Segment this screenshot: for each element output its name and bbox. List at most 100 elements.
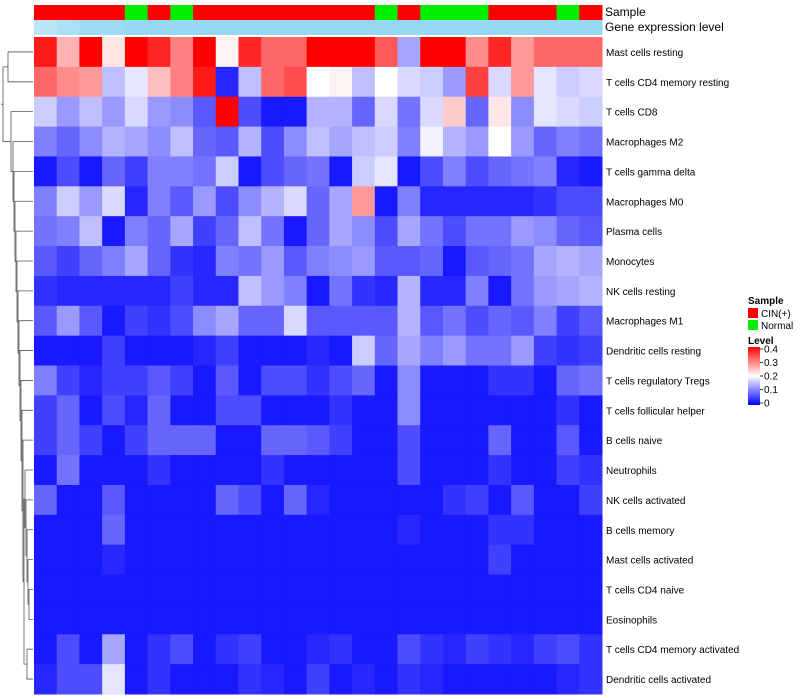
heatmap-cell xyxy=(124,604,149,635)
heatmap-cell xyxy=(442,216,467,247)
heatmap-cell xyxy=(124,335,149,366)
heatmap-cell xyxy=(397,544,421,576)
heatmap-cell xyxy=(556,37,580,68)
heatmap-cell xyxy=(556,275,580,307)
heatmap-cell xyxy=(102,514,126,546)
heatmap-cell xyxy=(397,96,421,128)
heatmap-cell xyxy=(124,514,149,546)
heatmap-cell xyxy=(352,186,376,217)
heatmap-cell xyxy=(420,544,444,576)
heatmap-cell xyxy=(397,126,421,157)
heatmap-cell xyxy=(34,664,58,695)
heatmap-cell xyxy=(374,455,399,486)
heatmap-cell xyxy=(147,66,171,98)
heatmap-cell xyxy=(397,335,421,366)
heatmap-cell xyxy=(124,246,149,277)
heatmap-cell xyxy=(465,514,489,546)
heatmap-cell xyxy=(374,604,399,635)
heatmap-cell xyxy=(170,96,194,128)
heatmap-cell xyxy=(465,664,489,695)
heatmap-cell xyxy=(102,156,126,187)
dendrogram-branch xyxy=(7,51,33,83)
heatmap-cell xyxy=(442,425,467,456)
heatmap-cell xyxy=(556,186,580,217)
heatmap-cell xyxy=(261,96,285,128)
row-label: T cells CD8 xyxy=(606,108,658,119)
heatmap-cell xyxy=(147,634,171,665)
expression-bar-cell xyxy=(215,20,239,35)
heatmap-cell xyxy=(283,484,308,516)
heatmap-cell xyxy=(442,37,467,68)
heatmap-cell xyxy=(556,126,580,157)
heatmap-cell xyxy=(511,305,535,337)
heatmap-cell xyxy=(215,455,239,486)
heatmap-cell xyxy=(79,574,103,605)
heatmap-cell xyxy=(329,365,353,396)
heatmap-cell xyxy=(329,395,353,426)
heatmap-cell xyxy=(170,455,194,486)
heatmap-cell xyxy=(420,66,444,98)
heatmap-cell xyxy=(374,126,399,157)
heatmap-cell xyxy=(34,37,58,68)
heatmap-cell xyxy=(442,246,467,277)
heatmap-cell xyxy=(420,156,444,187)
heatmap-cell xyxy=(556,484,580,516)
heatmap-cell xyxy=(34,156,58,187)
heatmap-cell xyxy=(442,634,467,665)
heatmap-cell xyxy=(374,305,399,337)
heatmap-cell xyxy=(397,604,421,635)
heatmap-cell xyxy=(579,365,603,396)
heatmap-cell xyxy=(420,216,444,247)
heatmap-cell xyxy=(488,664,512,695)
sample-bar-cell xyxy=(442,5,467,20)
heatmap-cell xyxy=(283,275,308,307)
heatmap-cell xyxy=(238,514,262,546)
heatmap-cell xyxy=(34,275,58,307)
heatmap-cell xyxy=(397,216,421,247)
heatmap-cell xyxy=(147,484,171,516)
heatmap-cell xyxy=(442,335,467,366)
heatmap-cell xyxy=(442,96,467,128)
heatmap-cell xyxy=(147,514,171,546)
heatmap-cell xyxy=(56,484,80,516)
heatmap-cell xyxy=(102,544,126,576)
heatmap-cell xyxy=(488,37,512,68)
heatmap-cell xyxy=(511,425,535,456)
sample-bar-cell xyxy=(465,5,489,20)
heatmap-cell xyxy=(283,455,308,486)
expression-bar-cell xyxy=(193,20,217,35)
heatmap-cell xyxy=(442,365,467,396)
heatmap-cell xyxy=(193,664,217,695)
heatmap-cell xyxy=(34,96,58,128)
heatmap-cell xyxy=(261,484,285,516)
heatmap-cell xyxy=(124,156,149,187)
heatmap-cell xyxy=(488,514,512,546)
heatmap-cell xyxy=(238,275,262,307)
heatmap-cell xyxy=(306,425,330,456)
sample-bar-cell xyxy=(329,5,353,20)
heatmap-cell xyxy=(465,395,489,426)
heatmap-cell xyxy=(488,96,512,128)
heatmap-cell xyxy=(56,664,80,695)
heatmap-cell xyxy=(579,246,603,277)
heatmap-cell xyxy=(147,246,171,277)
heatmap-cell xyxy=(465,425,489,456)
heatmap-cell xyxy=(397,66,421,98)
heatmap-cell xyxy=(465,455,489,486)
heatmap-cell xyxy=(124,634,149,665)
heatmap-cell xyxy=(352,544,376,576)
expression-bar-cell xyxy=(261,20,285,35)
heatmap-cell xyxy=(283,126,308,157)
heatmap-cell xyxy=(170,275,194,307)
heatmap-cell xyxy=(511,604,535,635)
heatmap-cell xyxy=(79,246,103,277)
heatmap-cell xyxy=(579,544,603,576)
heatmap-cell xyxy=(147,156,171,187)
dendrogram-branch xyxy=(17,290,33,354)
heatmap-cell xyxy=(442,604,467,635)
heatmap-cell xyxy=(374,186,399,217)
heatmap-cell xyxy=(238,96,262,128)
heatmap-cell xyxy=(102,37,126,68)
heatmap-cell xyxy=(79,186,103,217)
heatmap-cell xyxy=(465,604,489,635)
